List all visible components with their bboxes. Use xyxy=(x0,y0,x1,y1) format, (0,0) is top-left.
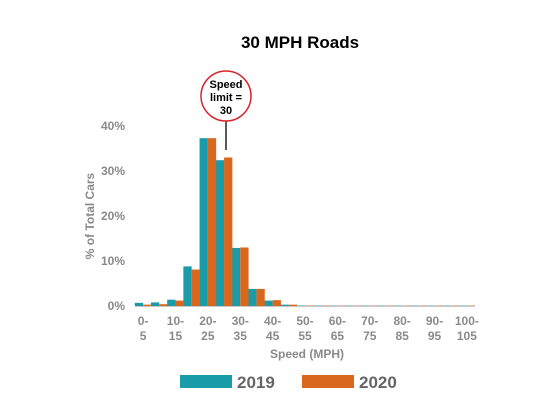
x-tick-label: 35 xyxy=(234,329,248,343)
y-tick-label: 40% xyxy=(101,119,125,133)
legend-label-2020: 2020 xyxy=(359,373,397,392)
bar-2019-9 xyxy=(280,304,289,306)
bar-series-group xyxy=(134,138,476,306)
x-tick-label: 30- xyxy=(232,314,249,328)
bar-2020-6 xyxy=(240,247,249,306)
bar-2019-5 xyxy=(215,160,225,306)
y-tick-label: 0% xyxy=(108,299,126,313)
bar-2020-5 xyxy=(224,157,233,306)
x-axis-title: Speed (MPH) xyxy=(270,347,344,361)
legend-swatch-2020 xyxy=(302,375,354,388)
bar-2020-3 xyxy=(191,269,200,306)
bar-2020-7 xyxy=(256,288,265,306)
x-tick-label: 25 xyxy=(201,329,215,343)
bar-2019-3 xyxy=(183,266,192,306)
annotation-text: Speed xyxy=(209,79,242,91)
bar-2019-8 xyxy=(264,300,273,306)
bar-2020-9 xyxy=(288,304,298,306)
bar-2020-2 xyxy=(175,300,184,306)
x-axis-ticks: 0-5 10-15 20-25 30-35 40-45 50-55 60-65 70-75 80… xyxy=(138,314,479,343)
x-tick-label: 55 xyxy=(298,329,312,343)
x-tick-label: 65 xyxy=(331,329,345,343)
x-tick-label: 20- xyxy=(199,314,216,328)
x-tick-label: 95 xyxy=(428,329,442,343)
x-tick-label: 70- xyxy=(361,314,378,328)
legend: 2019 2020 xyxy=(180,373,397,392)
chart-title: 30 MPH Roads xyxy=(241,33,359,52)
bar-2020-1 xyxy=(159,304,168,306)
bar-2019-6 xyxy=(231,247,241,306)
bar-2019-0 xyxy=(134,302,144,306)
bar-2020-8 xyxy=(272,300,281,306)
bar-2019-2 xyxy=(167,299,176,306)
x-tick-label: 90- xyxy=(426,314,443,328)
bar-2020-4 xyxy=(207,138,217,306)
y-tick-label: 20% xyxy=(101,209,125,223)
bar-2019-4 xyxy=(199,138,208,306)
x-tick-label: 45 xyxy=(266,329,280,343)
x-tick-label: 40- xyxy=(264,314,281,328)
legend-label-2019: 2019 xyxy=(237,373,275,392)
x-tick-label: 80- xyxy=(393,314,410,328)
annotation-text: 30 xyxy=(220,105,232,117)
bar-2019-1 xyxy=(150,302,160,306)
annotation-circle xyxy=(200,70,252,122)
bar-2019-7 xyxy=(248,288,257,306)
annotation-text: limit = xyxy=(210,92,242,104)
x-tick-label: 100- xyxy=(455,314,479,328)
x-tick-label: 75 xyxy=(363,329,377,343)
x-tick-label: 60- xyxy=(329,314,346,328)
x-tick-label: 0- xyxy=(138,314,149,328)
bar-2020-0 xyxy=(143,304,152,306)
x-tick-label: 15 xyxy=(169,329,183,343)
y-axis-title: % of Total Cars xyxy=(83,172,97,259)
y-axis-ticks: 0% 10% 20% 30% 40% xyxy=(101,119,125,313)
x-tick-label: 50- xyxy=(296,314,313,328)
y-tick-label: 30% xyxy=(101,164,125,178)
x-tick-label: 10- xyxy=(167,314,184,328)
x-tick-label: 5 xyxy=(140,329,147,343)
y-tick-label: 10% xyxy=(101,254,125,268)
x-tick-label: 105 xyxy=(457,329,477,343)
x-tick-label: 85 xyxy=(395,329,409,343)
legend-swatch-2019 xyxy=(180,375,232,388)
